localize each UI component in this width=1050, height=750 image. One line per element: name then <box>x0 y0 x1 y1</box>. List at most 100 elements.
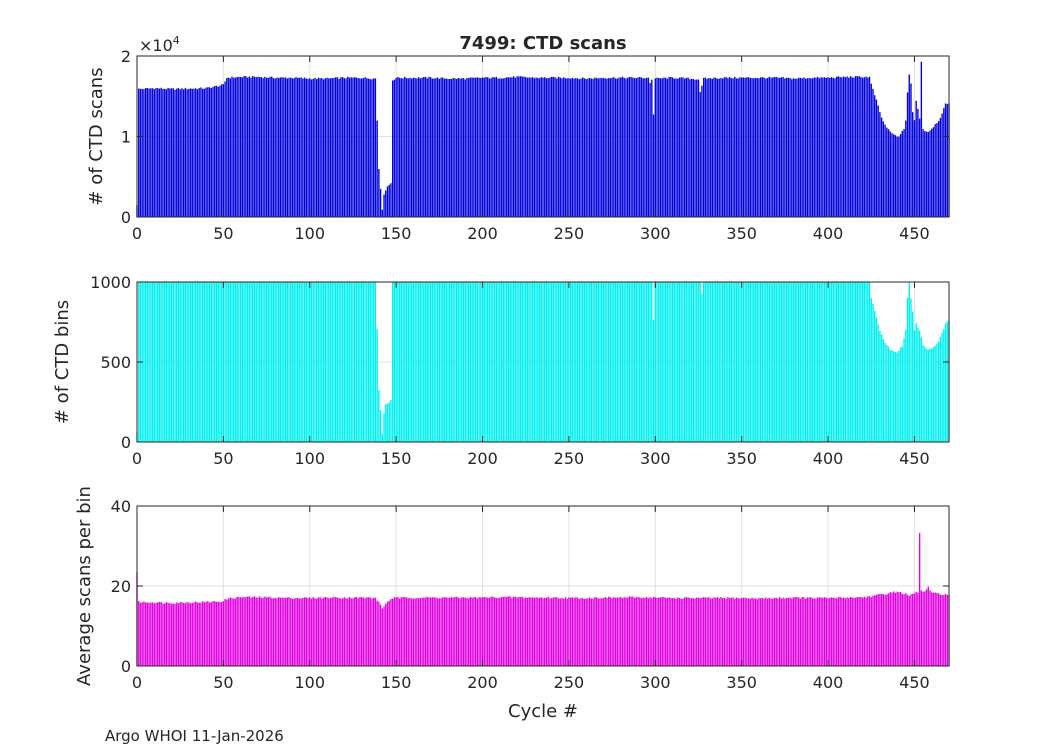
data-bar <box>360 78 363 217</box>
data-bar <box>639 282 641 442</box>
data-bar <box>910 83 912 218</box>
data-bar <box>651 79 653 217</box>
data-bar <box>848 598 850 666</box>
data-bar <box>390 399 392 442</box>
data-bar <box>614 282 617 442</box>
data-bar <box>319 78 321 217</box>
data-bar <box>241 597 244 666</box>
data-bar <box>580 282 582 442</box>
data-bar <box>839 77 841 217</box>
data-bar <box>236 282 238 442</box>
data-bar <box>718 598 720 666</box>
data-bar <box>773 77 776 217</box>
data-bar <box>150 88 152 217</box>
data-bar <box>288 77 290 217</box>
data-bar <box>618 597 620 666</box>
data-bar <box>454 282 456 442</box>
data-bar <box>842 597 845 666</box>
data-bar <box>742 597 745 666</box>
data-bar <box>447 597 449 666</box>
data-bar <box>913 593 916 666</box>
data-bar <box>606 282 608 442</box>
data-bar <box>592 598 594 666</box>
data-bar <box>770 598 772 666</box>
data-bar <box>561 78 563 217</box>
data-bar <box>353 597 356 666</box>
data-bar <box>844 77 847 218</box>
data-bar <box>176 88 178 217</box>
data-bar <box>941 113 943 217</box>
data-bar <box>412 77 415 217</box>
data-bar <box>868 596 871 666</box>
data-bar <box>352 77 354 217</box>
data-bar <box>644 282 646 442</box>
data-bar <box>523 598 525 666</box>
data-bar <box>169 282 171 442</box>
data-bar <box>395 282 397 442</box>
data-bar <box>946 594 948 666</box>
data-bar <box>459 282 461 442</box>
data-bar <box>613 282 615 442</box>
data-bar <box>929 348 931 442</box>
data-bar <box>810 282 812 442</box>
data-bar <box>611 77 613 218</box>
data-bar <box>918 330 921 442</box>
data-bar <box>283 77 285 217</box>
data-bar <box>552 597 555 666</box>
data-bar <box>784 282 786 442</box>
data-bar <box>801 78 803 217</box>
data-bar <box>799 598 802 666</box>
data-bar <box>433 597 435 666</box>
data-bar <box>341 77 344 217</box>
data-bar <box>661 597 663 666</box>
data-bar <box>362 78 365 217</box>
data-bar <box>779 282 781 442</box>
data-bar <box>766 598 769 666</box>
data-bar <box>222 282 225 442</box>
data-bar <box>917 327 919 442</box>
data-bar <box>355 77 358 217</box>
data-bar <box>766 282 769 442</box>
data-bar <box>219 601 221 666</box>
data-bar <box>473 597 475 666</box>
data-bar <box>804 78 807 218</box>
data-bar <box>416 78 418 217</box>
data-bar <box>759 598 762 666</box>
data-bar <box>364 598 366 666</box>
data-bar <box>931 592 933 666</box>
data-bar <box>856 76 859 217</box>
data-bar <box>841 597 843 666</box>
data-bar <box>392 598 394 666</box>
data-bar <box>189 603 192 666</box>
data-bar <box>625 597 627 666</box>
data-bar <box>334 77 337 218</box>
data-bar <box>461 282 463 442</box>
data-bar <box>381 608 384 666</box>
data-bar <box>905 329 907 442</box>
data-bar <box>201 601 204 666</box>
data-bar <box>683 282 686 442</box>
data-bar <box>794 282 796 442</box>
data-bar <box>872 88 874 217</box>
data-bar <box>699 282 701 442</box>
data-bar <box>544 597 546 666</box>
data-bar <box>607 78 610 218</box>
x-tick-label: 250 <box>554 449 585 468</box>
data-bar <box>182 602 185 666</box>
data-bar <box>366 597 368 666</box>
data-bar <box>782 597 784 666</box>
data-bar <box>234 282 237 442</box>
data-bar <box>542 598 544 666</box>
data-bar <box>331 78 333 217</box>
data-bar <box>860 596 862 666</box>
data-bar <box>925 131 928 217</box>
data-bar <box>447 282 449 442</box>
data-bar <box>639 77 641 217</box>
data-bar <box>573 282 575 442</box>
data-bar <box>226 282 228 442</box>
data-bar <box>433 78 435 218</box>
data-bar <box>150 282 152 442</box>
data-bar <box>158 282 161 442</box>
data-bar <box>582 77 584 217</box>
data-bar <box>666 597 669 666</box>
